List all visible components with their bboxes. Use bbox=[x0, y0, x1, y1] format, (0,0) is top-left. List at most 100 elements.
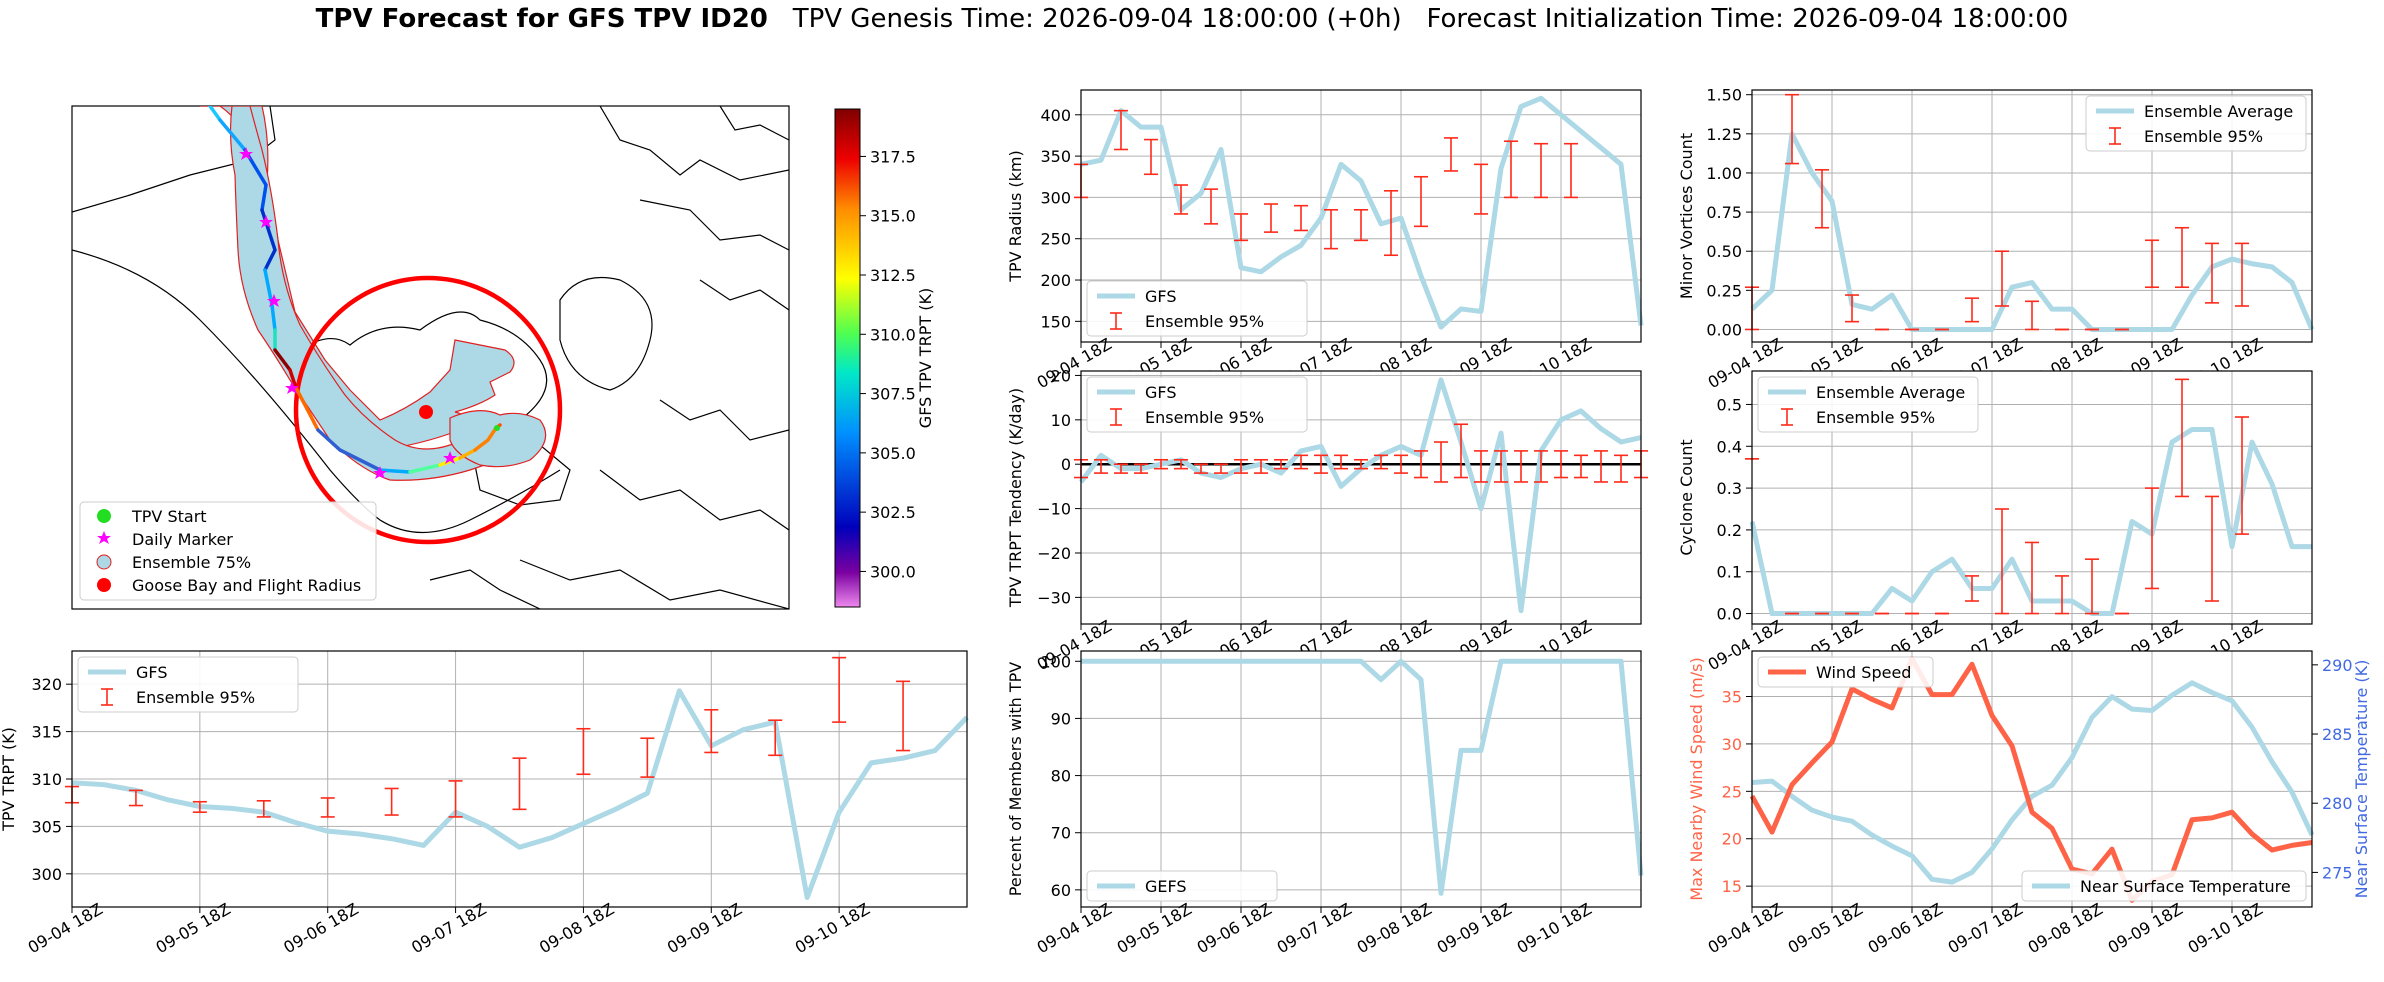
y-tick-label: 60 bbox=[1051, 881, 1071, 900]
x-tick-label: 09-10 18Z bbox=[2185, 899, 2266, 957]
x-tick-label: 09-09 18Z bbox=[664, 899, 745, 957]
series-wind-line bbox=[1749, 656, 2313, 903]
series-temperature-line bbox=[1751, 680, 2315, 885]
y-tick-label: −20 bbox=[1037, 544, 1071, 563]
colorbar-tick-label: 305.0 bbox=[870, 444, 916, 463]
x-tick-label: 09-06 18Z bbox=[280, 899, 361, 957]
x-tick-label: 09-05 18Z bbox=[1785, 899, 1866, 957]
y-tick-label: 0.5 bbox=[1717, 395, 1742, 414]
legend-wind: Wind Speed bbox=[1757, 656, 1934, 688]
series-line bbox=[1081, 658, 1644, 896]
legend: GFS Ensemble 95% bbox=[77, 656, 299, 713]
y-tick-label: 25 bbox=[1722, 782, 1742, 801]
y2-tick-label: 285 bbox=[2322, 725, 2353, 744]
map-content bbox=[72, 106, 789, 609]
legend-label: GEFS bbox=[1145, 877, 1187, 896]
x-tick-label: 09-10 18Z bbox=[1514, 899, 1595, 957]
y-tick-label: −10 bbox=[1037, 500, 1071, 519]
legend-box bbox=[2021, 870, 2307, 902]
daily-marker bbox=[239, 147, 253, 160]
y-axis-label: Percent of Members with TPV bbox=[1006, 662, 1025, 896]
y-tick-label: 0.50 bbox=[1706, 242, 1742, 261]
colorbar-tick-label: 310.0 bbox=[870, 325, 916, 344]
x-tick-label: 09-05 18Z bbox=[1114, 899, 1195, 957]
daily-marker bbox=[285, 381, 299, 394]
legend: GEFS bbox=[1086, 870, 1278, 902]
colorbar-tick-label: 312.5 bbox=[870, 266, 916, 285]
y-tick-label: 320 bbox=[31, 675, 62, 694]
legend: Ensemble Average Ensemble 95% bbox=[1757, 376, 1979, 433]
y-tick-label: 10 bbox=[1051, 411, 1071, 430]
colorbar-tick-label: 317.5 bbox=[870, 147, 916, 166]
legend-box bbox=[1757, 656, 1934, 688]
x-tick-label: 09-05 18Z bbox=[152, 899, 233, 957]
legend-ensemble-icon bbox=[96, 554, 112, 570]
goose-bay-marker bbox=[419, 405, 433, 419]
y-tick-label: 100 bbox=[1040, 652, 1071, 671]
y-tick-label: 250 bbox=[1040, 230, 1071, 249]
x-tick-label: 09-04 18Z bbox=[1034, 899, 1115, 957]
legend-temperature: Near Surface Temperature bbox=[2021, 870, 2307, 902]
legend-daily-marker-icon bbox=[97, 531, 111, 544]
y-tick-label: 315 bbox=[31, 723, 62, 742]
y-tick-label: 15 bbox=[1722, 877, 1742, 896]
series-line bbox=[1750, 131, 2315, 332]
y2-axis-label: Near Surface Temperature (K) bbox=[2352, 660, 2371, 899]
title-bold: TPV Forecast for GFS TPV ID20 bbox=[315, 4, 768, 34]
x-tick-label: 09-08 18Z bbox=[536, 899, 617, 957]
map-colorbar: GFS TPV TRPT (K) 300.0 302.5 305.0 307.5 310… bbox=[834, 108, 935, 608]
legend-box bbox=[2085, 95, 2307, 152]
y-axis-label: Cyclone Count bbox=[1677, 439, 1696, 555]
legend-tpv-start: TPV Start bbox=[131, 507, 207, 526]
x-tick-label: 09-07 18Z bbox=[1274, 899, 1355, 957]
y-tick-label: 0.2 bbox=[1717, 521, 1742, 540]
legend-goose-bay-icon bbox=[97, 578, 111, 592]
plot-frame bbox=[1080, 89, 1642, 343]
plot-area bbox=[1081, 651, 1641, 907]
series-line bbox=[71, 688, 969, 901]
y-axis-label: Minor Vortices Count bbox=[1677, 133, 1696, 299]
legend-box bbox=[1086, 280, 1308, 337]
legend-box bbox=[77, 656, 299, 713]
legend-box bbox=[1086, 376, 1308, 433]
daily-markers bbox=[239, 147, 457, 479]
y-tick-label: 0.3 bbox=[1717, 479, 1742, 498]
x-tick-label: 09-08 18Z bbox=[1354, 899, 1435, 957]
legend: GFS Ensemble 95% bbox=[1086, 280, 1308, 337]
x-tick-label: 09-04 18Z bbox=[25, 899, 106, 957]
legend-label: Ensemble 95% bbox=[136, 688, 255, 707]
plot-area bbox=[1752, 651, 2312, 907]
legend-label: Ensemble Average bbox=[1816, 383, 1965, 402]
daily-marker bbox=[443, 451, 457, 464]
x-tick-label: 09-07 18Z bbox=[1945, 899, 2026, 957]
map-legend: TPV Start Daily Marker Ensemble 75% Goos… bbox=[79, 501, 377, 601]
legend-label: Wind Speed bbox=[1816, 663, 1911, 682]
y2-tick-label: 290 bbox=[2322, 656, 2353, 675]
y-tick-label: 310 bbox=[31, 770, 62, 789]
x-tick-label: 09-08 18Z bbox=[2025, 899, 2106, 957]
title-init: Forecast Initialization Time: 2026-09-04… bbox=[1426, 4, 2069, 34]
legend: Ensemble Average Ensemble 95% bbox=[2085, 95, 2307, 152]
x-tick-label: 09-04 18Z bbox=[1705, 899, 1786, 957]
title-genesis: TPV Genesis Time: 2026-09-04 18:00:00 (+… bbox=[792, 4, 1402, 34]
map-coastlines bbox=[72, 106, 789, 609]
y-tick-label: 305 bbox=[31, 817, 62, 836]
colorbar-tick-label: 302.5 bbox=[870, 503, 916, 522]
y-tick-label: 0.75 bbox=[1706, 203, 1742, 222]
y2-tick-label: 275 bbox=[2322, 863, 2353, 882]
legend-label: GFS bbox=[136, 663, 167, 682]
colorbar-tick-label: 300.0 bbox=[870, 562, 916, 581]
y-tick-label: 30 bbox=[1722, 735, 1742, 754]
y-tick-label: 90 bbox=[1051, 709, 1071, 728]
y-tick-label: 20 bbox=[1051, 366, 1071, 385]
legend-label: GFS bbox=[1145, 383, 1176, 402]
y-tick-label: 150 bbox=[1040, 312, 1071, 331]
x-tick-label: 09-07 18Z bbox=[408, 899, 489, 957]
plot-frame bbox=[1751, 650, 2313, 908]
